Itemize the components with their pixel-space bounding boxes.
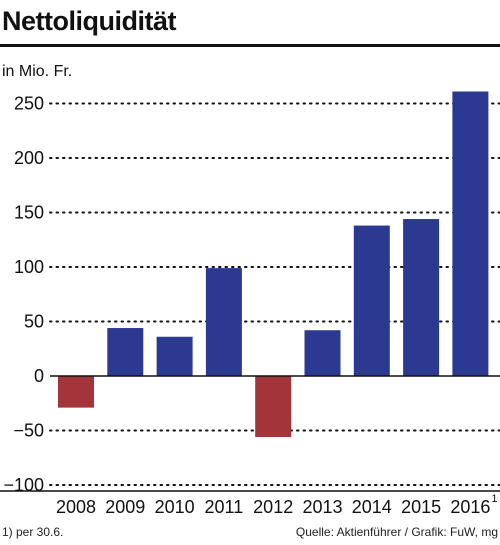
source-credit: Quelle: Aktienführer / Grafik: FuW, mg [295, 525, 498, 539]
y-tick-label: 0 [34, 366, 44, 386]
chart-title: Nettoliquidität [2, 6, 176, 36]
x-tick-label: 2015 [401, 497, 441, 517]
x-tick-label: 2012 [253, 497, 293, 517]
bar-2011 [205, 268, 242, 376]
x-tick-label: 2013 [302, 497, 342, 517]
y-axis-unit-label: in Mio. Fr. [2, 63, 73, 80]
x-tick-label: 2014 [352, 497, 392, 517]
y-tick-label: 200 [14, 148, 44, 168]
bar-2009 [107, 328, 144, 376]
y-tick-label: 150 [14, 203, 44, 223]
x-tick-label: 2008 [56, 497, 96, 517]
x-axis [0, 375, 500, 492]
bar-2013 [304, 330, 341, 376]
bar-2016 [452, 91, 489, 376]
bar-2014 [353, 225, 390, 376]
footnote-mark: 1 [491, 493, 497, 505]
y-tick-label: −100 [3, 475, 44, 495]
x-tick-label: 2009 [105, 497, 145, 517]
bar-2015 [403, 219, 440, 376]
y-tick-label: 50 [24, 312, 44, 332]
y-tick-label: −50 [13, 421, 44, 441]
y-tick-label: 250 [14, 94, 44, 114]
x-tick-label: 2016 [450, 497, 490, 517]
y-tick-labels: −100 −50 0 50 100 150 200 250 [3, 94, 44, 496]
x-tick-labels: 2008 2009 2010 2011 2012 2013 2014 2015 2016 1 [56, 493, 498, 517]
bar-2010 [156, 336, 193, 376]
x-tick-label: 2011 [205, 497, 244, 517]
bar-2008 [58, 376, 94, 408]
bar-2012 [255, 376, 292, 438]
x-tick-label: 2010 [155, 497, 195, 517]
y-tick-label: 100 [14, 257, 44, 277]
bars [58, 91, 489, 438]
footnote: 1) per 30.6. [2, 525, 64, 539]
title-rule [0, 44, 500, 47]
